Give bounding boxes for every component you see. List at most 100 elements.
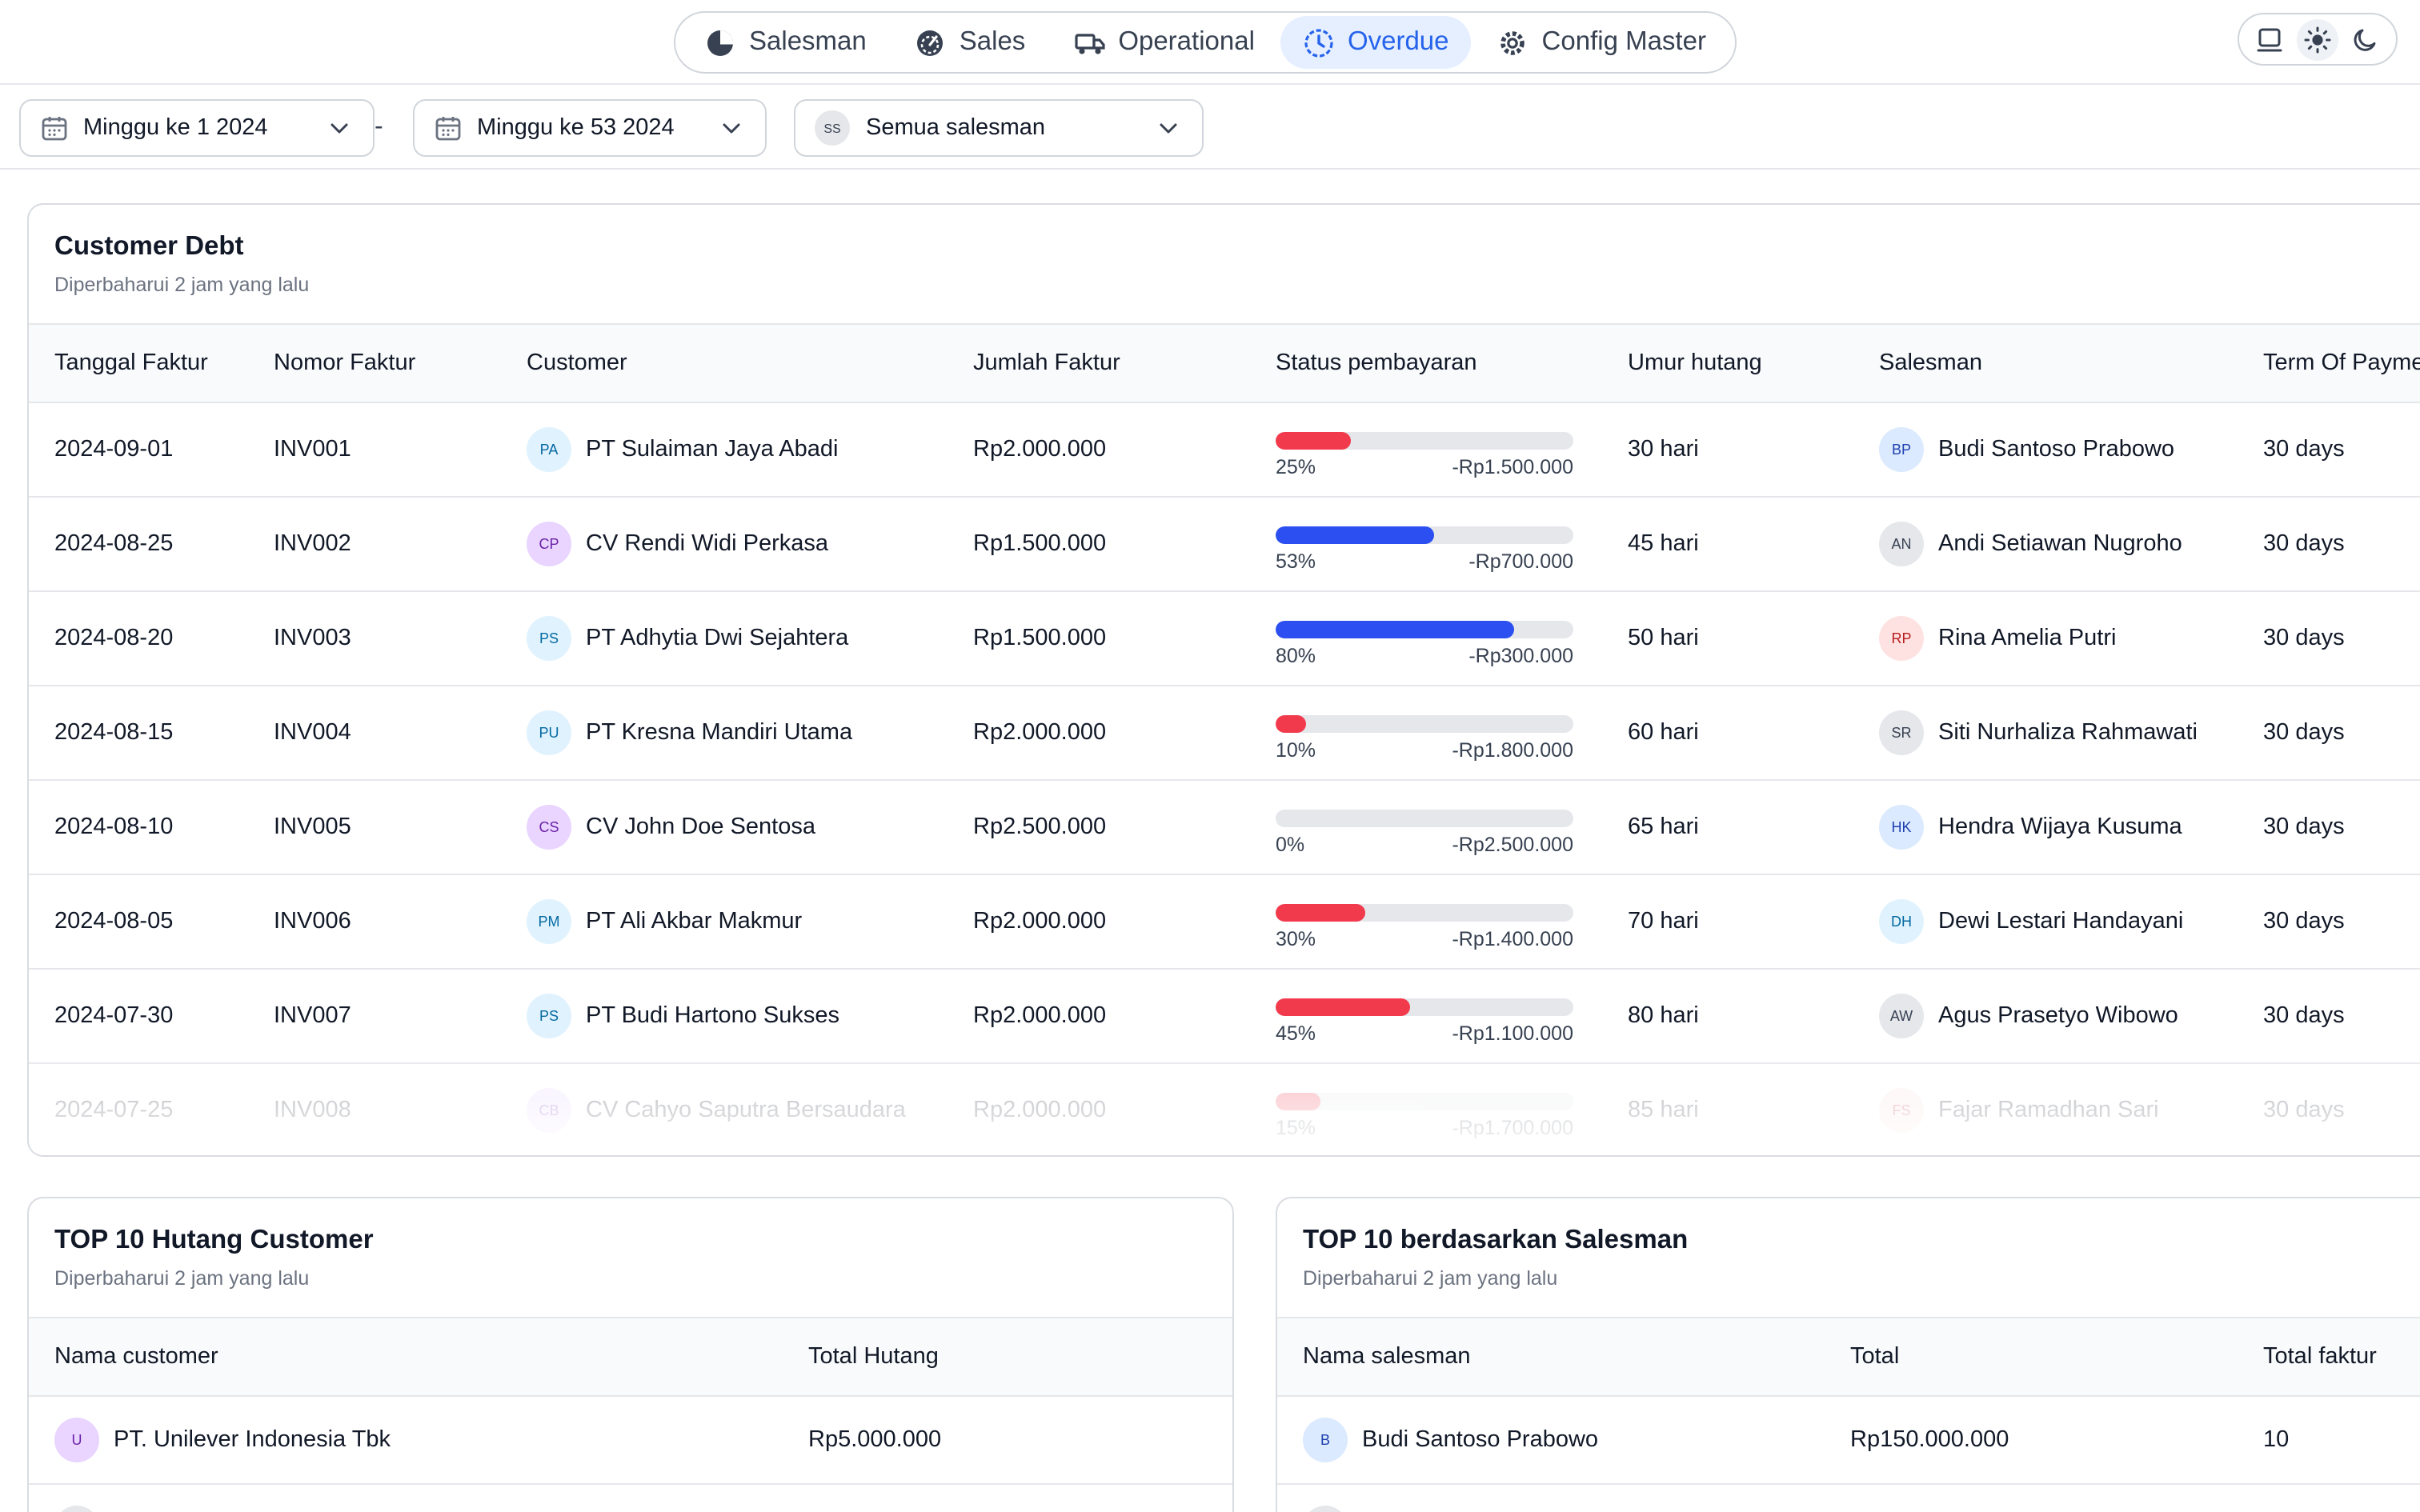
- column-header[interactable]: Total: [1850, 1344, 1900, 1370]
- salesman-name: Fajar Ramadhan Sari: [1938, 1098, 2159, 1123]
- customer-cell: CS CV John Doe Sentosa: [501, 805, 948, 850]
- column-header[interactable]: Status pembayaran: [1276, 350, 1477, 376]
- column-header[interactable]: Customer: [527, 350, 627, 376]
- progress-labels: 53% -Rp700.000: [1276, 550, 1573, 572]
- table-row[interactable]: 2024-08-25 INV002 CP CV Rendi Widi Perkasa R…: [29, 498, 2420, 592]
- remaining-amount: -Rp1.800.000: [1452, 738, 1573, 761]
- table-row[interactable]: 2024-08-10 INV005 CS CV John Doe Sentosa Rp2…: [29, 781, 2420, 875]
- paid-percentage: 10%: [1276, 738, 1316, 761]
- salesman-cell: FS Fajar Ramadhan Sari: [1853, 1088, 2238, 1133]
- invoice-date: 2024-09-01: [54, 437, 174, 462]
- customer-cell: CP CV Rendi Widi Perkasa: [501, 522, 948, 566]
- column-header[interactable]: Jumlah Faktur: [973, 350, 1120, 376]
- table-row[interactable]: 2024-08-20 INV003 PS PT Adhytia Dwi Sejahte…: [29, 592, 2420, 686]
- progress-track: [1276, 809, 1573, 826]
- nav-tab-sales[interactable]: Sales: [892, 16, 1048, 69]
- salesman-avatar: BP: [1879, 427, 1924, 472]
- table-body: 2024-09-01 INV001 PA PT Sulaiman Jaya Abadi…: [29, 403, 2420, 1155]
- settings-cog-icon: [1500, 30, 1525, 54]
- start-week-select[interactable]: Minggu ke 1 2024: [19, 99, 375, 157]
- salesman-avatar: AW: [1879, 994, 1924, 1038]
- theme-switcher: [2238, 13, 2398, 66]
- salesman-cell: HK Hendra Wijaya Kusuma: [1853, 805, 2238, 850]
- nav-tab-label: Config Master: [1541, 27, 1706, 56]
- debt-age: 60 hari: [1628, 720, 1699, 746]
- salesman-name: Rina Amelia Putri: [1938, 626, 2117, 651]
- invoice-amount: Rp1.500.000: [973, 531, 1107, 557]
- salesman-select-value: Semua salesman: [866, 115, 1046, 141]
- light-theme-button[interactable]: [2297, 18, 2338, 60]
- progress-track: [1276, 1092, 1573, 1110]
- payment-status-cell: 0% -Rp2.500.000: [1250, 799, 1602, 855]
- nav-tab-config-master[interactable]: Config Master: [1475, 16, 1729, 69]
- column-header[interactable]: Term Of Payment: [2263, 350, 2420, 376]
- salesman-name: Budi Santoso Prabowo: [1362, 1427, 1599, 1453]
- table-row[interactable]: U PT. Unilever Indonesia Tbk Rp5.000.000: [29, 1397, 1232, 1485]
- dark-theme-button[interactable]: [2345, 18, 2386, 60]
- progress-labels: 45% -Rp1.100.000: [1276, 1022, 1573, 1044]
- end-week-value: Minggu ke 53 2024: [477, 115, 675, 141]
- debt-age: 65 hari: [1628, 814, 1699, 840]
- progress-fill: [1276, 903, 1365, 921]
- customer-avatar: A: [54, 1506, 99, 1512]
- invoice-amount: Rp2.000.000: [973, 437, 1107, 462]
- invoice-date: 2024-07-25: [54, 1098, 174, 1123]
- progress-labels: 25% -Rp1.500.000: [1276, 455, 1573, 478]
- chevron-down-icon: [723, 123, 740, 134]
- nav-tab-overdue[interactable]: Overdue: [1280, 16, 1472, 69]
- table-row[interactable]: 2024-07-25 INV008 CB CV Cahyo Saputra Bersa…: [29, 1064, 2420, 1155]
- term-of-payment: 30 days: [2263, 814, 2345, 840]
- column-header[interactable]: Nomor Faktur: [274, 350, 416, 376]
- card-header: TOP 10 berdasarkan Salesman Diperbaharui…: [1277, 1198, 2420, 1318]
- payment-status-cell: 30% -Rp1.400.000: [1250, 894, 1602, 950]
- column-header[interactable]: Nama customer: [54, 1344, 218, 1370]
- paid-percentage: 45%: [1276, 1022, 1316, 1044]
- invoice-amount: Rp2.000.000: [973, 1003, 1107, 1029]
- salesman-select[interactable]: SS Semua salesman: [794, 99, 1204, 157]
- salesman-name: Siti Nurhaliza Rahmawati: [1938, 720, 2198, 746]
- invoice-amount: Rp2.000.000: [973, 909, 1107, 934]
- column-header[interactable]: Total Hutang: [808, 1344, 939, 1370]
- debt-age: 45 hari: [1628, 531, 1699, 557]
- progress-fill: [1276, 526, 1434, 543]
- column-header[interactable]: Total faktur: [2263, 1344, 2377, 1370]
- salesman-name: Agus Prasetyo Wibowo: [1938, 1003, 2178, 1029]
- invoice-date: 2024-08-25: [54, 531, 174, 557]
- salesman-avatar: RP: [1879, 616, 1924, 661]
- system-theme-button[interactable]: [2249, 18, 2290, 60]
- table-row[interactable]: APT. Astra International TbkRp3.000.000: [29, 1485, 1232, 1512]
- invoice-number: INV005: [274, 814, 351, 840]
- end-week-select[interactable]: Minggu ke 53 2024: [413, 99, 767, 157]
- customer-name: PT Adhytia Dwi Sejahtera: [586, 626, 849, 651]
- customer-name: PT. Unilever Indonesia Tbk: [114, 1427, 391, 1453]
- nav-tab-salesman[interactable]: Salesman: [682, 16, 889, 69]
- payment-progress: 80% -Rp300.000: [1276, 620, 1573, 666]
- payment-status-cell: 10% -Rp1.800.000: [1250, 705, 1602, 761]
- column-header[interactable]: Tanggal Faktur: [54, 350, 208, 376]
- invoice-number: INV006: [274, 909, 351, 934]
- invoice-number: INV008: [274, 1098, 351, 1123]
- nav-tab-label: Sales: [959, 27, 1026, 56]
- total-debt: Rp5.000.000: [808, 1427, 942, 1453]
- table-row[interactable]: 2024-08-15 INV004 PU PT Kresna Mandiri Utam…: [29, 686, 2420, 781]
- column-header[interactable]: Umur hutang: [1628, 350, 1762, 376]
- top-salesman-card: TOP 10 berdasarkan Salesman Diperbaharui…: [1276, 1197, 2420, 1512]
- pie-chart-icon: [707, 30, 733, 55]
- card-title: TOP 10 berdasarkan Salesman: [1303, 1226, 1689, 1254]
- debt-age: 70 hari: [1628, 909, 1699, 934]
- column-header[interactable]: Salesman: [1879, 350, 1982, 376]
- progress-labels: 80% -Rp300.000: [1276, 644, 1573, 666]
- table-row[interactable]: 2024-08-05 INV006 PM PT Ali Akbar Makmur Rp2…: [29, 875, 2420, 970]
- salesman-cell: AN Andi Setiawan Nugroho: [1853, 522, 2238, 566]
- card-subtitle: Diperbaharui 2 jam yang lalu: [1303, 1267, 1558, 1290]
- table-row[interactable]: B Budi Santoso Prabowo Rp150.000.000 10: [1277, 1397, 2420, 1485]
- table-row[interactable]: 2024-09-01 INV001 PA PT Sulaiman Jaya Abadi…: [29, 403, 2420, 498]
- column-header[interactable]: Nama salesman: [1303, 1344, 1471, 1370]
- nav-tab-operational[interactable]: Operational: [1051, 16, 1277, 69]
- invoice-amount: Rp2.500.000: [973, 814, 1107, 840]
- salesman-cell: SSiti Nurhaliza Rahmawati: [1277, 1506, 1825, 1512]
- table-row[interactable]: 2024-07-30 INV007 PS PT Budi Hartono Sukses…: [29, 970, 2420, 1064]
- invoice-number: INV002: [274, 531, 351, 557]
- term-of-payment: 30 days: [2263, 531, 2345, 557]
